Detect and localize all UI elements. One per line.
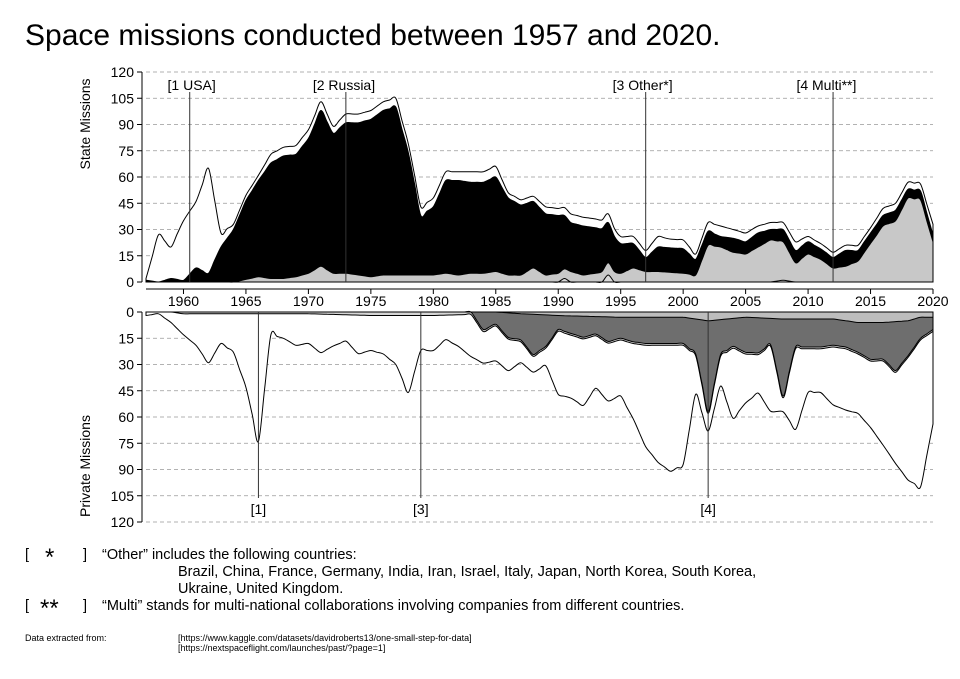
x-tick-label: 2000 [668,293,699,309]
stream-areas [145,96,934,490]
area-private-4 [145,311,934,324]
y-axis-label-state: State Missions [77,78,93,169]
x-tick-label: 2010 [793,293,824,309]
x-tick-label: 1995 [605,293,636,309]
y-tick-label: 15 [118,248,134,264]
bracket-close: ] [83,598,88,614]
x-tick-label: 1980 [418,293,449,309]
area-private-1 [145,311,934,490]
area-state-4-multi [145,274,934,284]
y-tick-label: 15 [118,330,134,346]
x-tick-label: 1985 [480,293,511,309]
sources-label: Data extracted from: [25,633,107,643]
source-link-nextspaceflight: [https://nextspaceflight.com/launches/pa… [178,643,386,653]
x-tick-label: 2015 [855,293,886,309]
annotation-label: [4] [700,501,716,517]
bracket-open: [ [25,598,30,614]
y-tick-label: 0 [126,304,134,320]
bracket-close: ] [83,547,88,563]
y-tick-label: 120 [111,514,135,530]
y-tick-label: 0 [126,274,134,290]
y-tick-label: 75 [118,435,134,451]
double-asterisk-symbol: ** [40,595,59,622]
annotation-label: [3] [413,501,429,517]
y-tick-label: 45 [118,195,134,211]
area-state-2-russia [145,105,934,283]
x-tick-label: 1970 [293,293,324,309]
tick-labels: 0 15 30 45 60 75 90 105 120 0 15 30 45 60 75 90 105 120 19… [111,64,949,530]
annotation-label: [1] [251,501,267,517]
y-tick-label: 90 [118,462,134,478]
footnote-multi-text: “Multi” stands for multi-national collab… [102,598,685,614]
x-tick-label: 1975 [355,293,386,309]
y-tick-label: 60 [118,169,134,185]
annotation-label: [2 Russia] [313,77,375,93]
asterisk-symbol: * [45,544,55,571]
area-state-3-other [145,196,934,283]
bracket-open: [ [25,547,30,563]
source-link-kaggle: [https://www.kaggle.com/datasets/davidro… [178,633,472,643]
y-axis-label-private: Private Missions [77,415,93,517]
y-tick-label: 60 [118,409,134,425]
y-tick-label: 30 [118,222,134,238]
annotation-label: [3 Other*] [613,77,673,93]
annotations: [1 USA] [2 Russia] [3 Other*] [4 Multi**] [1… [168,77,857,517]
sources-links: [https://www.kaggle.com/datasets/davidro… [178,633,472,653]
y-tick-label: 120 [111,64,135,80]
footnote-countries-line2: Ukraine, United Kingdom. [178,581,344,597]
annotation-label: [4 Multi**] [796,77,856,93]
x-tick-label: 2020 [917,293,948,309]
x-tick-label: 1990 [543,293,574,309]
y-tick-label: 45 [118,383,134,399]
y-tick-label: 105 [111,488,135,504]
y-tick-label: 30 [118,357,134,373]
axes [137,71,934,523]
x-tick-label: 1965 [230,293,261,309]
chart-title: Space missions conducted between 1957 an… [25,19,721,52]
y-tick-label: 105 [111,90,135,106]
x-tick-label: 1960 [168,293,199,309]
y-tick-label: 90 [118,117,134,133]
annotation-label: [1 USA] [168,77,216,93]
footnote-other-text: “Other” includes the following countries… [102,547,357,563]
y-tick-label: 75 [118,143,134,159]
space-missions-chart: 0 15 30 45 60 75 90 105 120 0 15 30 45 60 75 90 105 120 19… [77,64,949,530]
footnote-countries-line1: Brazil, China, France, Germany, India, I… [178,564,757,580]
x-tick-label: 2005 [730,293,761,309]
